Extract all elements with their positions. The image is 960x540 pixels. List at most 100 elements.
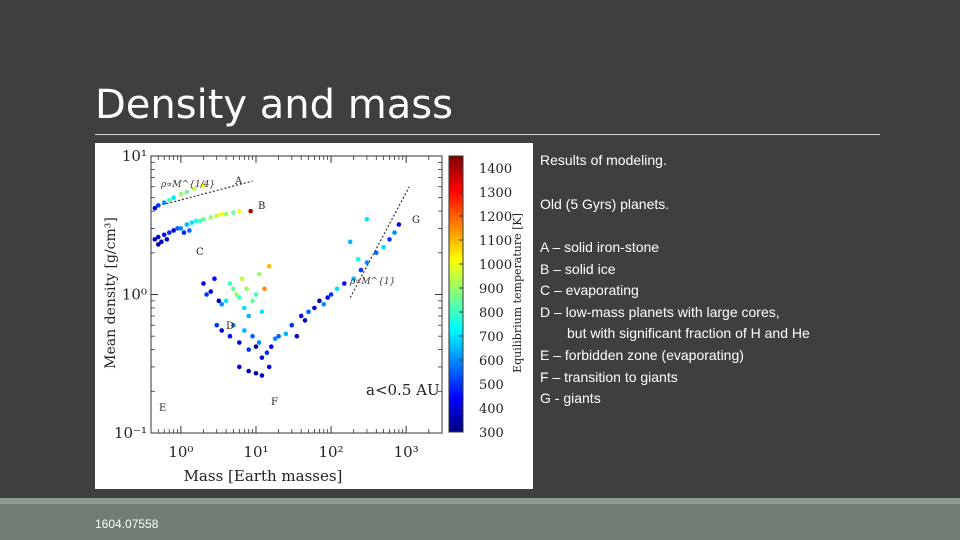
colorbar-tick-label: 1300 [479, 186, 512, 201]
data-point [317, 298, 322, 304]
y-tick-label: 10¹ [122, 147, 147, 165]
legend-item-e: E – forbidden zone (evaporating) [540, 346, 744, 363]
data-point [250, 333, 255, 339]
data-point [242, 328, 247, 333]
data-point [212, 276, 217, 282]
data-point [264, 350, 270, 355]
x-tick-label: 10³ [394, 443, 419, 461]
footer-accent [0, 498, 960, 504]
data-point [244, 286, 249, 292]
title-divider [95, 134, 880, 135]
data-point [364, 260, 370, 265]
data-point [166, 230, 172, 235]
data-point [164, 237, 170, 242]
footer-reference: 1604.07558 [95, 517, 159, 531]
data-point [373, 250, 379, 256]
data-point [189, 220, 195, 225]
data-point [306, 309, 311, 315]
legend-item-d-cont: but with significant fraction of H and H… [567, 325, 810, 342]
colorbar-tick-label: 800 [479, 306, 504, 321]
data-point [161, 200, 167, 206]
colorbar-tick-label: 900 [479, 282, 504, 297]
region-label-b: B [258, 201, 265, 212]
data-point [259, 355, 265, 360]
data-point [269, 344, 274, 349]
data-point [246, 347, 252, 352]
data-point [219, 211, 225, 217]
colorbar-tick-label: 1000 [479, 258, 512, 273]
colorbar-tick-label: 600 [479, 354, 504, 369]
data-point [250, 298, 255, 304]
x-axis-label: Mass [Earth masses] [184, 467, 343, 485]
data-point [289, 322, 295, 328]
data-point [256, 340, 262, 345]
data-point [253, 370, 259, 376]
slide-title: Density and mass [95, 82, 453, 128]
data-point [387, 237, 392, 242]
data-point [266, 364, 272, 370]
colorbar-tick-label: 1200 [479, 210, 512, 225]
data-point [341, 281, 347, 286]
notes-line-1: Results of modeling. [540, 152, 667, 168]
data-point [298, 313, 304, 319]
data-point [351, 276, 356, 282]
footer-band [0, 498, 960, 540]
distance-annotation: a<0.5 AU [366, 381, 440, 399]
data-point [237, 295, 242, 300]
data-point [152, 237, 158, 242]
data-point [155, 234, 161, 240]
data-point [355, 256, 361, 262]
data-point [239, 276, 245, 282]
data-point [246, 313, 252, 319]
data-point [171, 195, 176, 200]
data-point [256, 271, 262, 277]
data-point [227, 333, 233, 339]
region-label-a: A [234, 176, 243, 187]
data-point [312, 305, 317, 311]
data-point [231, 322, 236, 328]
data-point [155, 242, 161, 247]
colorbar-tick-label: 500 [479, 378, 504, 393]
region-label-e: E [159, 403, 166, 414]
legend-item-f: F – transition to giants [540, 368, 678, 385]
legend-item-g: G - giants [540, 390, 601, 407]
data-point [392, 230, 397, 235]
region-label-g: G [412, 215, 420, 226]
data-point [208, 289, 214, 294]
relation-line-linear [349, 186, 410, 298]
data-point [237, 364, 242, 370]
region-label-c: C [196, 247, 204, 258]
data-point [364, 216, 370, 222]
colorbar-tick-label: 700 [479, 330, 504, 345]
x-tick-label: 10⁰ [168, 443, 193, 461]
data-point [201, 183, 206, 189]
data-point [237, 340, 242, 345]
data-point [358, 267, 364, 273]
data-point [396, 222, 402, 227]
data-point [204, 292, 209, 297]
relation-label-linear: ρ∝M^{1} [349, 277, 395, 287]
data-point [334, 286, 340, 292]
data-point [294, 333, 300, 339]
data-point [166, 197, 172, 203]
legend-list: A – solid iron-stone B – solid ice C – e… [540, 237, 810, 410]
data-point [216, 298, 222, 304]
data-point [219, 301, 225, 307]
data-point [178, 226, 184, 231]
data-point [201, 281, 206, 286]
data-point [223, 211, 229, 217]
colorbar-tick-label: 300 [479, 426, 504, 441]
data-point [191, 186, 197, 192]
x-tick-label: 10² [319, 443, 344, 461]
legend-item-d: D – low-mass planets with large cores, [540, 303, 780, 320]
legend-item-b: B – solid ice [540, 260, 616, 277]
data-point [223, 298, 229, 304]
y-axis-label: Mean density [g/cm³] [103, 217, 119, 369]
data-point [381, 244, 386, 250]
data-point [181, 230, 187, 235]
colorbar [448, 155, 464, 433]
data-point [253, 292, 259, 297]
data-point [193, 218, 199, 224]
data-point [234, 292, 239, 297]
region-label-f: F [271, 397, 278, 408]
